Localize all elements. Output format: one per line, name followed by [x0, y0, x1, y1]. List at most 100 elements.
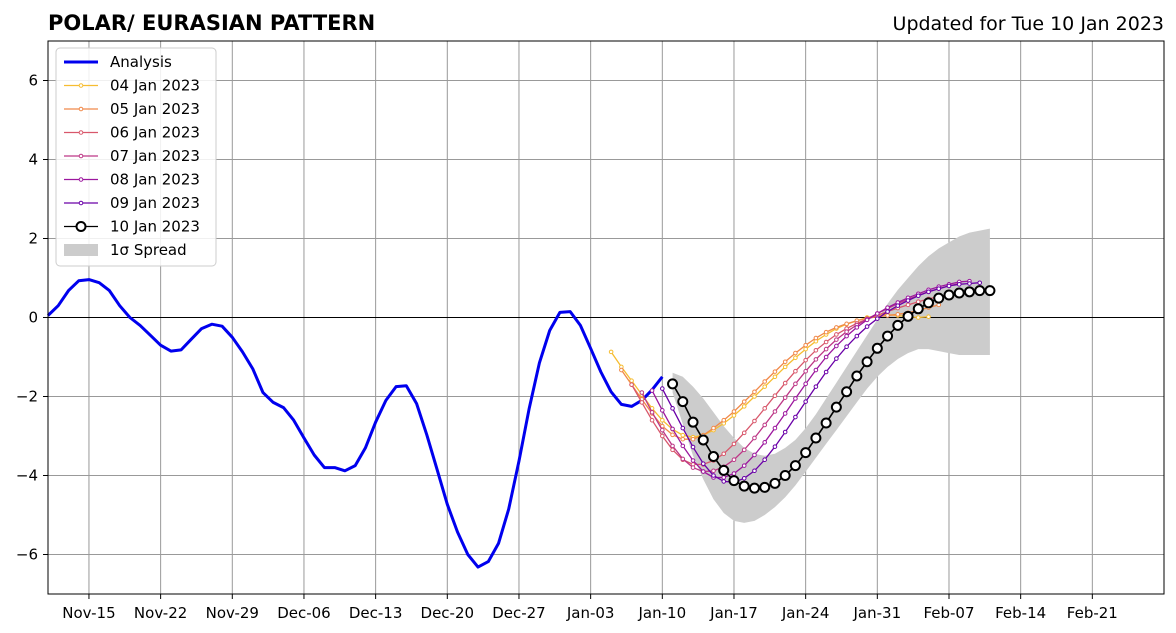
legend-marker	[78, 177, 84, 182]
data-point	[772, 425, 778, 431]
data-point	[718, 464, 730, 476]
legend-marker	[78, 200, 84, 206]
data-point	[803, 381, 808, 387]
legend-marker	[75, 221, 87, 232]
data-point	[793, 368, 798, 374]
data-point	[915, 315, 921, 320]
x-tick-label: Jan-31	[853, 604, 902, 622]
data-point	[854, 325, 860, 330]
x-tick-label: Dec-20	[421, 604, 475, 622]
data-point	[793, 350, 798, 356]
data-point	[649, 410, 655, 415]
data-point	[936, 286, 942, 291]
data-point	[823, 346, 829, 352]
data-point	[864, 317, 870, 323]
data-point	[670, 443, 675, 449]
data-point	[772, 444, 778, 449]
data-point	[667, 378, 679, 390]
y-tick-label: −2	[16, 388, 38, 406]
data-point	[741, 447, 747, 453]
data-point	[793, 381, 798, 387]
data-point	[892, 319, 904, 331]
data-point	[813, 357, 819, 362]
data-point	[690, 436, 696, 442]
data-point	[619, 367, 624, 373]
data-point	[670, 406, 675, 411]
data-point	[649, 388, 655, 393]
spread-band	[672, 228, 990, 523]
data-point	[660, 427, 665, 433]
data-point	[823, 329, 829, 335]
data-point	[823, 339, 829, 345]
data-point	[690, 444, 696, 450]
data-point	[752, 418, 757, 424]
data-point	[708, 451, 720, 463]
data-point	[680, 432, 686, 438]
data-point	[905, 298, 911, 303]
y-tick-label: 4	[28, 151, 38, 169]
x-tick-label: Feb-07	[923, 604, 974, 622]
data-point	[834, 356, 839, 361]
data-point	[789, 460, 801, 472]
legend-marker	[78, 153, 84, 159]
data-point	[820, 417, 832, 429]
data-point	[841, 386, 853, 398]
data-point	[660, 386, 665, 391]
legend-label: 08 Jan 2023	[110, 171, 200, 189]
x-tick-label: Dec-27	[492, 604, 546, 622]
series-layer	[46, 278, 996, 569]
legend-label: 06 Jan 2023	[110, 124, 200, 142]
data-point	[803, 357, 808, 363]
data-point	[844, 344, 849, 350]
data-point	[629, 382, 634, 387]
data-point	[721, 479, 727, 484]
data-point	[721, 417, 727, 423]
x-tick-label: Nov-22	[134, 604, 187, 622]
data-point	[905, 302, 911, 308]
data-point	[711, 468, 716, 474]
data-point	[844, 329, 849, 335]
data-point	[762, 406, 767, 411]
data-point	[946, 283, 952, 289]
legend-label: 05 Jan 2023	[110, 100, 200, 118]
data-point	[793, 355, 798, 361]
data-point	[731, 409, 737, 414]
data-point	[956, 282, 962, 287]
data-point	[813, 335, 819, 341]
legend-label: 07 Jan 2023	[110, 147, 200, 165]
data-point	[895, 303, 901, 308]
data-point	[823, 354, 829, 360]
legend-marker	[78, 130, 84, 135]
y-tick-label: 2	[28, 230, 38, 248]
data-point	[690, 465, 696, 470]
data-point	[762, 422, 767, 428]
legend-label: 09 Jan 2023	[110, 194, 200, 212]
data-point	[680, 456, 686, 462]
data-point	[711, 473, 716, 478]
data-point	[649, 417, 655, 423]
data-point	[782, 395, 788, 400]
data-point	[700, 469, 706, 474]
legend-label: 10 Jan 2023	[110, 218, 200, 236]
legend-label: Analysis	[110, 53, 172, 71]
data-point	[680, 443, 686, 449]
data-point	[687, 416, 699, 428]
data-point	[700, 461, 706, 466]
y-tick-label: −6	[16, 546, 38, 564]
data-point	[813, 367, 819, 373]
data-point	[752, 394, 757, 399]
data-point	[844, 333, 849, 339]
data-point	[782, 429, 788, 435]
data-point	[782, 364, 788, 370]
series-analysis	[46, 278, 664, 569]
data-point	[769, 477, 781, 489]
data-point	[741, 404, 747, 409]
data-point	[844, 321, 849, 327]
data-point	[608, 349, 614, 355]
data-point	[834, 325, 839, 330]
data-point	[793, 414, 798, 420]
data-point	[762, 457, 767, 463]
data-point	[810, 432, 822, 444]
data-point	[677, 396, 689, 408]
data-point	[680, 436, 686, 442]
